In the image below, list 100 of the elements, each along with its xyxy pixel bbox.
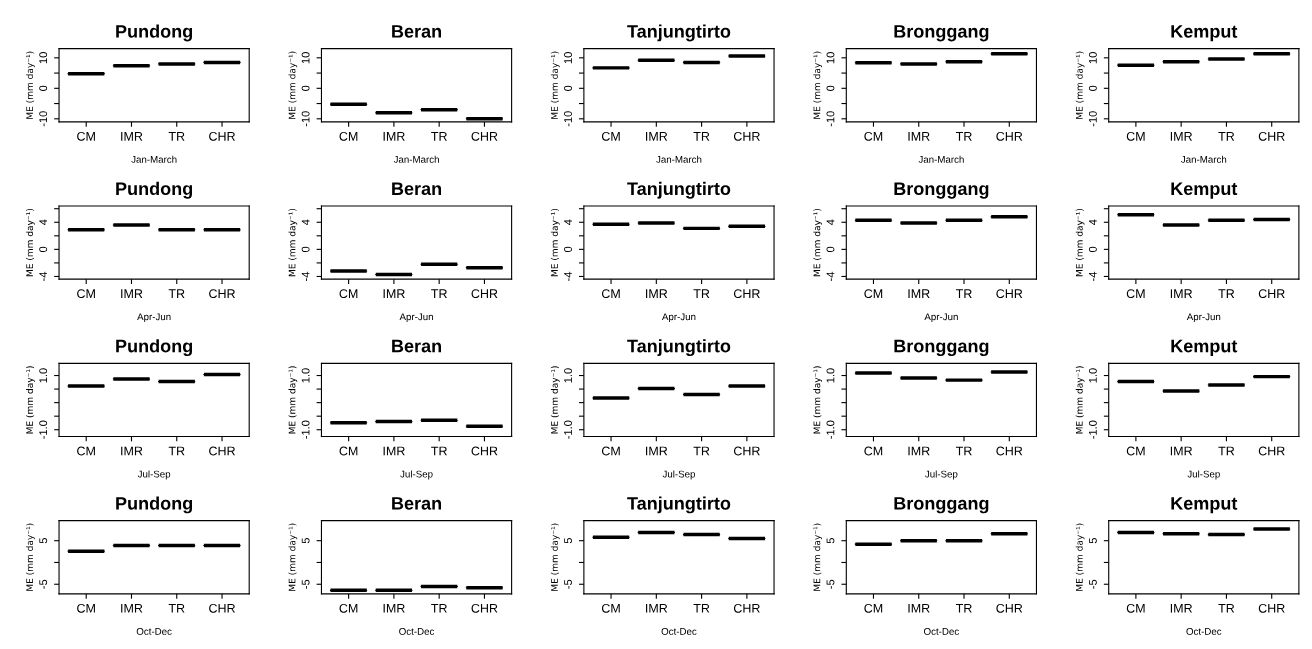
x-axis-title: Oct-Dec: [399, 627, 435, 635]
x-axis-title: Apr-Jun: [399, 313, 433, 323]
x-axis-title: Oct-Dec: [924, 627, 959, 635]
x-axis-title: Jul-Sep: [925, 470, 958, 480]
y-tick-label: -5: [301, 579, 310, 589]
y-axis-title: ME (mm day⁻¹): [26, 523, 35, 591]
x-tick-label: TR: [168, 604, 185, 613]
y-axis-title: ME (mm day⁻¹): [288, 366, 298, 434]
chart-title: Bronggang: [894, 182, 989, 199]
chart-title: Tanjungtirto: [627, 339, 731, 357]
y-tick-label: -10: [826, 111, 835, 127]
x-tick-label: IMR: [646, 604, 668, 613]
y-axis-title: ME (mm day⁻¹): [26, 51, 35, 119]
y-tick-label: 0: [301, 85, 310, 91]
x-axis-title: Apr-Jun: [924, 313, 958, 323]
y-tick-label: -10: [564, 111, 572, 127]
x-axis-title: Apr-Jun: [137, 313, 171, 323]
y-axis-title: ME (mm day⁻¹): [1075, 366, 1085, 434]
x-tick-label: IMR: [121, 289, 143, 298]
x-tick-label: TR: [431, 446, 447, 456]
y-axis-title: ME (mm day⁻¹): [1075, 523, 1085, 591]
y-tick-label: 1.0: [301, 368, 310, 383]
y-tick-label: 1.0: [826, 368, 835, 383]
x-tick-label: TR: [1218, 604, 1235, 613]
x-axis-title: Jul-Sep: [137, 470, 171, 480]
y-tick-label: 10: [301, 52, 310, 64]
x-tick-label: IMR: [383, 132, 405, 141]
y-tick-label: 0: [39, 246, 48, 253]
chart-title: Pundong: [116, 339, 193, 357]
y-tick-label: 10: [39, 52, 48, 64]
x-axis-title: Jul-Sep: [662, 470, 696, 480]
x-axis-title: Oct-Dec: [136, 627, 172, 635]
x-tick-label: IMR: [646, 132, 668, 141]
chart-title: Pundong: [116, 181, 193, 199]
x-tick-label: IMR: [383, 289, 405, 298]
x-tick-label: CM: [864, 603, 883, 613]
x-tick-label: CM: [1126, 131, 1145, 141]
chart-title: Tanjungtirto: [627, 181, 731, 199]
y-tick-label: 4: [1089, 219, 1097, 226]
x-tick-label: CHR: [1258, 603, 1285, 613]
y-tick-label: 5: [826, 538, 835, 544]
y-tick-label: -4: [564, 271, 572, 281]
x-tick-label: IMR: [1170, 604, 1193, 613]
y-tick-label: -1.0: [826, 420, 835, 439]
y-tick-label: -4: [1089, 271, 1097, 281]
y-axis-title: ME (mm day⁻¹): [288, 51, 298, 119]
y-axis-title: ME (mm day⁻¹): [550, 51, 560, 119]
x-tick-label: IMR: [121, 604, 143, 613]
x-tick-label: CM: [77, 603, 95, 613]
y-tick-label: 4: [301, 219, 310, 226]
y-tick-label: 0: [39, 85, 48, 91]
x-tick-label: CM: [1126, 603, 1145, 613]
x-tick-label: CM: [864, 446, 883, 456]
y-axis-title: ME (mm day⁻¹): [550, 523, 560, 591]
y-tick-label: -5: [826, 579, 835, 589]
chart-title: Tanjungtirto: [627, 496, 731, 514]
x-tick-label: CM: [864, 289, 883, 299]
x-tick-label: CM: [601, 131, 620, 141]
y-tick-label: 4: [564, 219, 572, 226]
x-axis-title: Jan-March: [1180, 155, 1227, 163]
x-tick-label: CHR: [1258, 289, 1285, 299]
x-tick-label: CM: [339, 446, 358, 456]
y-tick-label: 0: [826, 85, 835, 91]
y-tick-label: -10: [1088, 111, 1097, 127]
y-tick-label: -4: [39, 271, 48, 281]
x-tick-label: TR: [168, 446, 185, 456]
x-tick-label: IMR: [383, 604, 405, 613]
x-tick-label: IMR: [908, 446, 930, 456]
x-tick-label: TR: [168, 132, 185, 141]
x-tick-label: CM: [77, 446, 95, 456]
y-tick-label: -1.0: [39, 420, 48, 439]
y-tick-label: 0: [826, 246, 835, 253]
x-tick-label: TR: [955, 604, 972, 613]
x-tick-label: CHR: [471, 603, 498, 613]
x-tick-label: CHR: [471, 131, 498, 141]
x-tick-label: CHR: [209, 603, 235, 613]
x-tick-label: CM: [1126, 289, 1145, 299]
y-tick-label: 0: [564, 246, 572, 253]
x-tick-label: CHR: [209, 446, 235, 456]
x-tick-label: CHR: [733, 446, 760, 456]
y-axis-title: ME (mm day⁻¹): [813, 51, 823, 119]
x-tick-label: CHR: [996, 446, 1023, 456]
y-axis-title: ME (mm day⁻¹): [26, 366, 35, 434]
x-tick-label: IMR: [121, 446, 143, 456]
x-tick-label: TR: [955, 446, 972, 456]
x-tick-label: TR: [1218, 132, 1235, 141]
x-tick-label: IMR: [383, 446, 405, 456]
x-axis-title: Jul-Sep: [1187, 470, 1220, 480]
x-tick-label: CM: [77, 289, 95, 299]
chart-title: Tanjungtirto: [627, 24, 731, 42]
x-tick-label: IMR: [1170, 132, 1193, 141]
x-tick-label: TR: [1218, 289, 1235, 298]
x-tick-label: CHR: [209, 289, 235, 299]
x-axis-title: Apr-Jun: [1186, 313, 1221, 323]
y-tick-label: 1.0: [39, 368, 48, 383]
x-tick-label: CM: [77, 131, 95, 141]
y-tick-label: -1.0: [1088, 420, 1097, 439]
chart-title: Kemput: [1171, 182, 1238, 199]
y-axis-title: ME (mm day⁻¹): [26, 208, 35, 277]
x-tick-label: TR: [431, 289, 447, 298]
